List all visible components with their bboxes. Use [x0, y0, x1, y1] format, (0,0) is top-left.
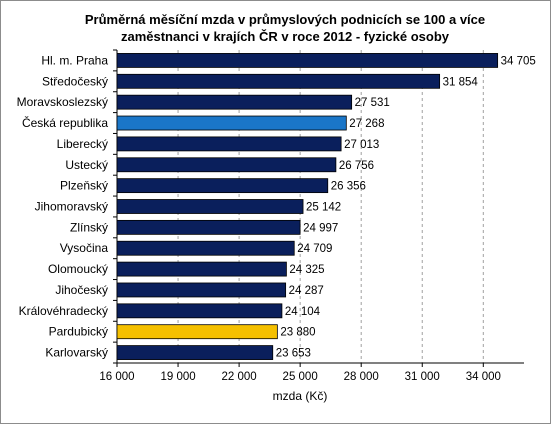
value-label: 27 268 [349, 118, 384, 130]
bar [117, 283, 286, 297]
category-label: Plzeňský [60, 179, 108, 193]
x-tick-label: 19 000 [160, 371, 195, 383]
category-label: Středočeský [42, 74, 108, 88]
bar [117, 137, 341, 151]
value-label: 24 104 [285, 306, 321, 318]
value-label: 25 142 [306, 202, 341, 214]
x-tick-label: 22 000 [222, 371, 257, 383]
bar [117, 95, 352, 109]
x-tick-label: 28 000 [344, 371, 379, 383]
bar [117, 53, 498, 67]
category-label: Královéhradecký [19, 304, 108, 318]
category-label: Hl. m. Praha [41, 53, 108, 67]
x-tick-label: 31 000 [405, 371, 440, 383]
bar [117, 346, 273, 360]
value-label: 23 880 [280, 327, 315, 339]
category-label: Vysočina [60, 241, 109, 255]
category-label: Jihočeský [55, 283, 108, 297]
x-axis-label: mzda (Kč) [230, 389, 370, 403]
value-label: 26 756 [339, 160, 374, 172]
x-tick-label: 34 000 [466, 371, 501, 383]
value-label: 23 653 [276, 348, 311, 360]
value-label: 24 287 [289, 285, 324, 297]
value-label: 31 854 [443, 76, 479, 88]
bar [117, 74, 440, 88]
value-label: 24 709 [297, 243, 332, 255]
category-label: Ustecký [65, 158, 108, 172]
value-label: 27 531 [355, 97, 390, 109]
value-label: 24 997 [303, 222, 338, 234]
category-label: Karlovarský [45, 346, 108, 360]
value-label: 27 013 [344, 139, 379, 151]
category-label: Pardubický [49, 325, 108, 339]
category-label: Moravskoslezský [17, 95, 108, 109]
value-label: 26 356 [331, 181, 366, 193]
category-label: Olomoucký [48, 262, 108, 276]
x-tick-label: 25 000 [283, 371, 318, 383]
value-label: 24 325 [289, 264, 324, 276]
category-label: Liberecký [57, 137, 108, 151]
category-label: Česká republika [22, 115, 108, 130]
x-tick-label: 16 000 [99, 371, 134, 383]
bar [117, 241, 294, 255]
category-label: Jihomoravský [35, 200, 108, 214]
bar [117, 179, 328, 193]
value-label: 34 705 [501, 55, 536, 67]
bar [117, 304, 282, 318]
bar [117, 220, 300, 234]
bar [117, 325, 277, 339]
bar [117, 200, 303, 214]
bar [117, 116, 346, 130]
bar [117, 158, 336, 172]
category-label: Zlínský [70, 220, 108, 234]
bar [117, 262, 286, 276]
